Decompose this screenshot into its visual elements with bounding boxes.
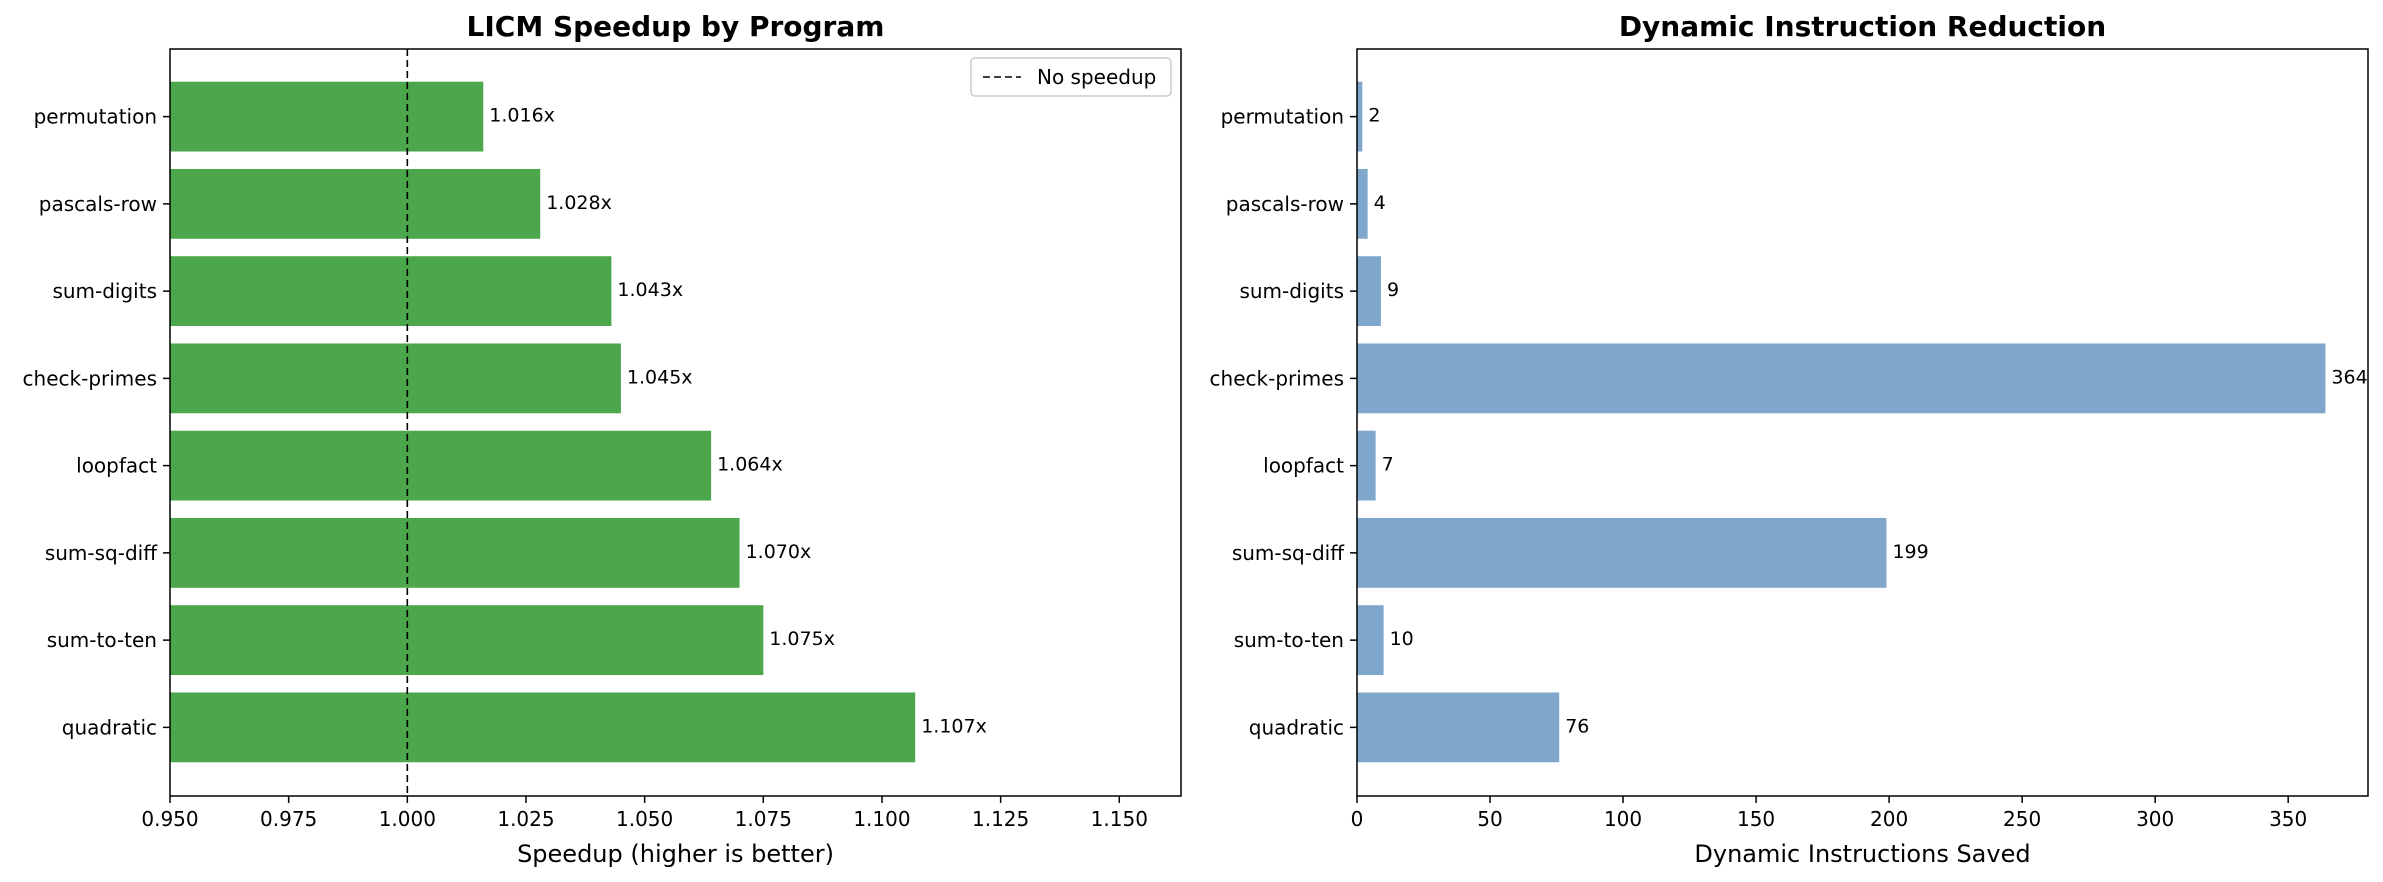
- bar: [1357, 605, 1384, 676]
- bar: [1357, 256, 1381, 327]
- bar: [1357, 430, 1376, 501]
- data-label: 9: [1387, 279, 1399, 301]
- y-tick-label: loopfact: [76, 454, 157, 478]
- y-tick-label: sum-digits: [1239, 279, 1344, 303]
- bar: [170, 168, 541, 239]
- bar: [1357, 692, 1560, 763]
- x-tick-label: 1.000: [379, 807, 436, 831]
- data-label: 199: [1892, 541, 1928, 563]
- axes-frame: [169, 48, 1182, 797]
- x-tick-label: 300: [2136, 807, 2174, 831]
- x-tick-label: 1.075: [735, 807, 792, 831]
- data-label: 2: [1368, 105, 1380, 127]
- x-tick-label: 50: [1477, 807, 1502, 831]
- data-label: 76: [1565, 715, 1589, 737]
- x-tick-label: 1.100: [853, 807, 910, 831]
- y-tick-label: check-primes: [1210, 366, 1344, 390]
- data-label: 1.070x: [746, 541, 812, 563]
- data-label: 1.075x: [769, 628, 835, 650]
- x-tick-label: 250: [2003, 807, 2041, 831]
- x-tick-label: 100: [1604, 807, 1642, 831]
- x-tick-label: 0.950: [141, 807, 198, 831]
- data-label: 364: [2331, 366, 2367, 388]
- y-tick-label: sum-sq-diff: [45, 541, 158, 565]
- x-tick-label: 1.150: [1091, 807, 1148, 831]
- x-tick-label: 0.975: [260, 807, 317, 831]
- data-label: 7: [1382, 454, 1394, 476]
- bar: [1357, 517, 1887, 588]
- x-tick-label: 1.025: [497, 807, 554, 831]
- y-tick-label: check-primes: [23, 366, 157, 390]
- y-tick-label: sum-to-ten: [47, 628, 157, 652]
- legend: No speedup: [970, 57, 1172, 97]
- bar: [170, 430, 712, 501]
- speedup-chart: permutation 1.016x pascals-row 1.028x sum-di…: [23, 10, 1182, 868]
- y-tick-label: sum-sq-diff: [1232, 541, 1345, 565]
- y-tick-label: quadratic: [62, 715, 157, 739]
- bar: [170, 256, 612, 327]
- data-label: 1.045x: [627, 366, 693, 388]
- chart-title: LICM Speedup by Program: [467, 10, 885, 43]
- x-tick-label: 150: [1737, 807, 1775, 831]
- bar: [1357, 343, 2326, 414]
- data-label: 1.016x: [489, 105, 555, 127]
- data-label: 4: [1374, 192, 1386, 214]
- x-tick-label: 0: [1351, 807, 1364, 831]
- legend-box: [970, 57, 1172, 97]
- y-tick-label: pascals-row: [1226, 192, 1344, 216]
- x-tick-label: 350: [2269, 807, 2307, 831]
- data-label: 1.028x: [546, 192, 612, 214]
- x-tick-label: 1.125: [972, 807, 1029, 831]
- chart-title: Dynamic Instruction Reduction: [1619, 10, 2106, 43]
- bar: [170, 517, 740, 588]
- bar: [1357, 168, 1368, 239]
- data-label: 1.107x: [921, 715, 987, 737]
- bar: [170, 81, 484, 152]
- x-axis-label: Dynamic Instructions Saved: [1694, 840, 2030, 868]
- data-label: 10: [1390, 628, 1414, 650]
- y-tick-label: quadratic: [1249, 715, 1344, 739]
- bar: [170, 605, 764, 676]
- x-tick-label: 1.050: [616, 807, 673, 831]
- y-tick-label: loopfact: [1263, 454, 1344, 478]
- x-axis-label: Speedup (higher is better): [517, 840, 834, 868]
- y-tick-label: permutation: [1221, 105, 1344, 129]
- legend-label: No speedup: [1037, 65, 1156, 89]
- y-tick-label: sum-to-ten: [1234, 628, 1344, 652]
- data-label: 1.043x: [617, 279, 683, 301]
- x-tick-label: 200: [1870, 807, 1908, 831]
- bar: [170, 692, 916, 763]
- instruction-reduction-chart: permutation 2 pascals-row 4 sum-digits 9 check…: [1210, 10, 2369, 868]
- axes-frame: [1356, 48, 2369, 797]
- bar: [1357, 81, 1363, 152]
- y-tick-label: permutation: [34, 105, 157, 129]
- y-tick-label: sum-digits: [52, 279, 157, 303]
- data-label: 1.064x: [717, 454, 783, 476]
- bar: [170, 343, 621, 414]
- y-tick-label: pascals-row: [39, 192, 157, 216]
